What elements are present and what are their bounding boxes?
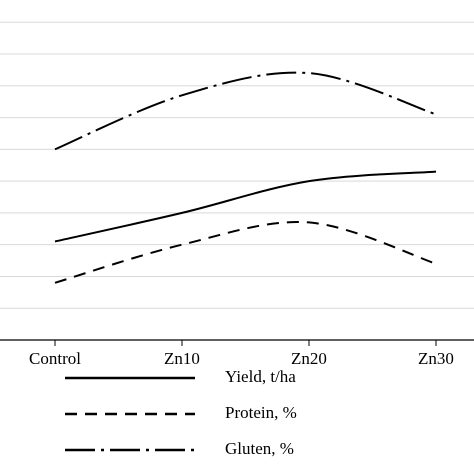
x-tick-label: Control [29,349,81,368]
legend-label: Yield, t/ha [225,367,296,386]
series-line [54,221,437,284]
series-line [54,71,437,151]
series-line [54,170,437,243]
x-tick-label: Zn30 [418,349,454,368]
legend-label: Protein, % [225,403,297,422]
x-tick-label: Zn20 [291,349,327,368]
legend-label: Gluten, % [225,439,294,458]
x-tick-label: Zn10 [164,349,200,368]
